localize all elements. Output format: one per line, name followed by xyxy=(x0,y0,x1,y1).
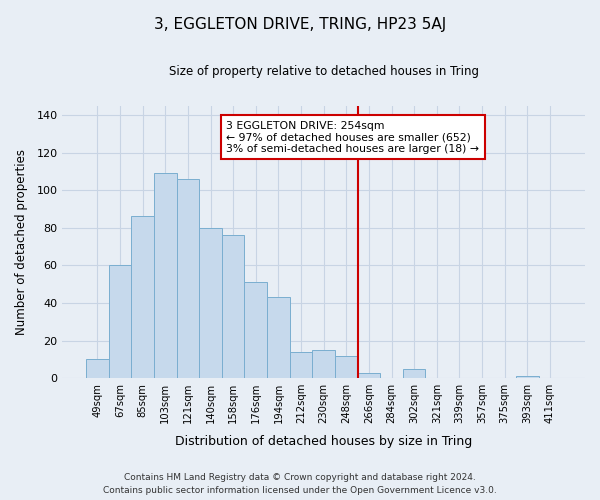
Bar xyxy=(403,369,425,378)
Y-axis label: Number of detached properties: Number of detached properties xyxy=(15,149,28,335)
Bar xyxy=(358,372,380,378)
Bar xyxy=(131,216,154,378)
Bar xyxy=(176,179,199,378)
Bar xyxy=(154,173,176,378)
Bar xyxy=(244,282,267,378)
Bar xyxy=(516,376,539,378)
Bar xyxy=(290,352,313,378)
Text: 3 EGGLETON DRIVE: 254sqm
← 97% of detached houses are smaller (652)
3% of semi-d: 3 EGGLETON DRIVE: 254sqm ← 97% of detach… xyxy=(226,120,479,154)
Text: Contains HM Land Registry data © Crown copyright and database right 2024.
Contai: Contains HM Land Registry data © Crown c… xyxy=(103,473,497,495)
Bar xyxy=(313,350,335,378)
X-axis label: Distribution of detached houses by size in Tring: Distribution of detached houses by size … xyxy=(175,434,472,448)
Text: 3, EGGLETON DRIVE, TRING, HP23 5AJ: 3, EGGLETON DRIVE, TRING, HP23 5AJ xyxy=(154,18,446,32)
Bar xyxy=(199,228,222,378)
Bar xyxy=(86,360,109,378)
Bar xyxy=(222,236,244,378)
Bar xyxy=(267,298,290,378)
Bar xyxy=(109,266,131,378)
Title: Size of property relative to detached houses in Tring: Size of property relative to detached ho… xyxy=(169,65,479,78)
Bar xyxy=(335,356,358,378)
